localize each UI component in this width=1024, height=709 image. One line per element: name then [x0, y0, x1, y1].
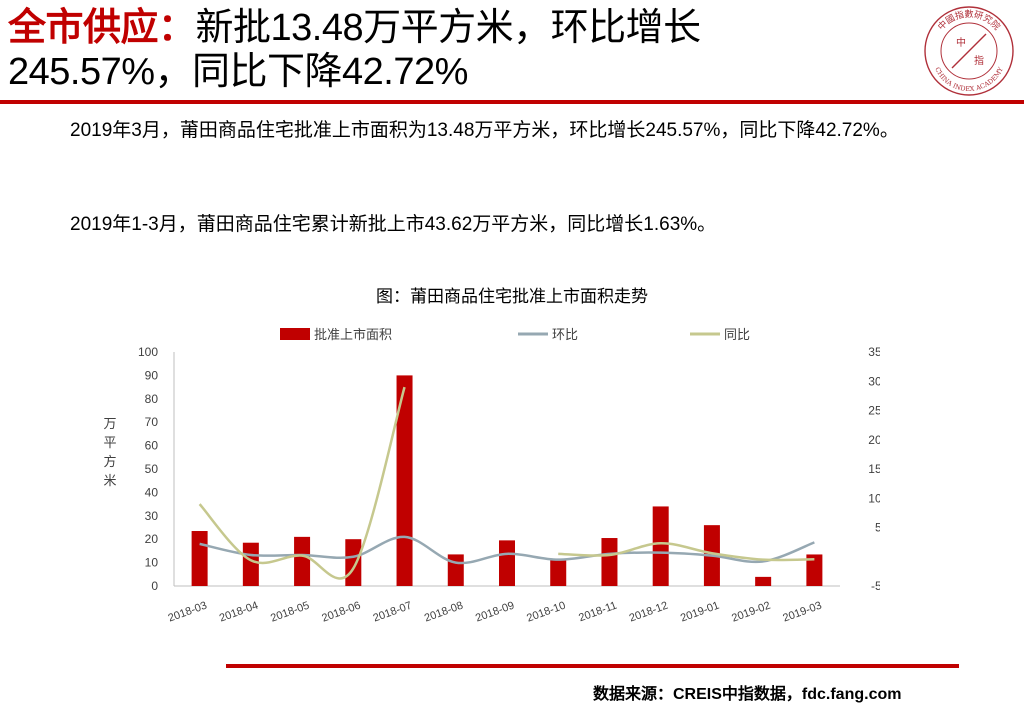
x-tick-label: 2018-10	[525, 600, 567, 625]
summary-paragraph-2: 2019年1-3月，莆田商品住宅累计新批上市43.62万平方米，同比增长1.63…	[70, 214, 717, 235]
bar	[806, 554, 823, 586]
x-tick-label: 2018-07	[372, 600, 414, 625]
bar	[345, 539, 362, 586]
header-divider	[0, 100, 1024, 104]
x-tick-label: 2019-02	[730, 600, 772, 625]
y2-tick-label: 1500	[868, 462, 880, 476]
legend-label: 同比	[724, 327, 750, 342]
page-title: 全市供应：新批13.48万平方米，环比增长 245.57%，同比下降42.72%	[8, 6, 908, 94]
svg-text:中: 中	[956, 36, 966, 49]
y-tick-label: 20	[145, 532, 159, 546]
y-axis-label: 万平方米	[103, 416, 116, 488]
y-tick-label: 60	[145, 439, 159, 453]
y2-tick-label: 1000	[868, 491, 880, 505]
legend-label: 批准上市面积	[314, 327, 392, 342]
x-tick-label: 2018-08	[423, 600, 465, 625]
y2-tick-label: 500	[875, 521, 880, 535]
bar	[191, 531, 208, 586]
y2-tick-label: 3500	[868, 345, 880, 359]
bar	[499, 540, 515, 586]
y2-tick-label: -500	[871, 579, 880, 593]
title-line2: 245.57%，同比下降42.72%	[8, 51, 468, 93]
y-tick-label: 40	[145, 485, 159, 499]
bar	[447, 554, 464, 586]
bar	[396, 375, 413, 586]
bar	[755, 576, 772, 586]
y2-tick-label: 2500	[868, 404, 880, 418]
footer-divider	[226, 664, 959, 668]
y-tick-label: 30	[145, 509, 159, 523]
bar	[601, 538, 618, 586]
summary-paragraph-1: 2019年3月，莆田商品住宅批准上市面积为13.48万平方米，环比增长245.5…	[70, 120, 899, 141]
bar	[652, 506, 669, 586]
legend-label: 环比	[552, 327, 578, 342]
series-line-同比	[198, 386, 406, 580]
y-tick-label: 10	[145, 556, 159, 570]
title-highlight: 全市供应：	[8, 7, 196, 49]
y-tick-label: 100	[138, 345, 158, 359]
y-tick-label: 90	[145, 368, 159, 382]
bar	[550, 560, 567, 586]
y-tick-label: 70	[145, 415, 159, 429]
y2-tick-label: 3000	[868, 374, 880, 388]
area-trend-chart: 0102030405060708090100-50005001000150020…	[103, 327, 880, 625]
svg-text:中國指數研究院: 中國指數研究院	[935, 8, 1003, 33]
data-source: 数据来源：CREIS中指数据，fdc.fang.com	[593, 686, 902, 703]
title-line1: 新批13.48万平方米，环比增长	[195, 7, 702, 49]
legend-swatch	[280, 328, 310, 340]
bar	[294, 536, 311, 586]
x-tick-label: 2018-12	[628, 600, 670, 625]
y-tick-label: 50	[145, 462, 159, 476]
bar	[242, 542, 259, 586]
y-tick-label: 80	[145, 392, 159, 406]
series-line-同比	[558, 542, 815, 562]
y2-tick-label: 2000	[868, 433, 880, 447]
x-tick-label: 2018-05	[269, 600, 311, 625]
x-tick-label: 2018-03	[167, 600, 209, 625]
svg-text:指: 指	[974, 54, 984, 67]
x-tick-label: 2018-06	[320, 600, 362, 625]
chart-caption: 图：莆田商品住宅批准上市面积走势	[376, 287, 648, 306]
x-tick-label: 2018-09	[474, 600, 516, 625]
x-tick-label: 2019-01	[679, 600, 721, 625]
x-tick-label: 2019-03	[781, 600, 823, 625]
china-index-academy-logo: 中國指數研究院 CHINA INDEX ACADEMY 中 指	[924, 6, 1014, 96]
x-tick-label: 2018-11	[577, 600, 618, 625]
y-tick-label: 0	[151, 579, 158, 593]
x-tick-label: 2018-04	[218, 600, 260, 625]
